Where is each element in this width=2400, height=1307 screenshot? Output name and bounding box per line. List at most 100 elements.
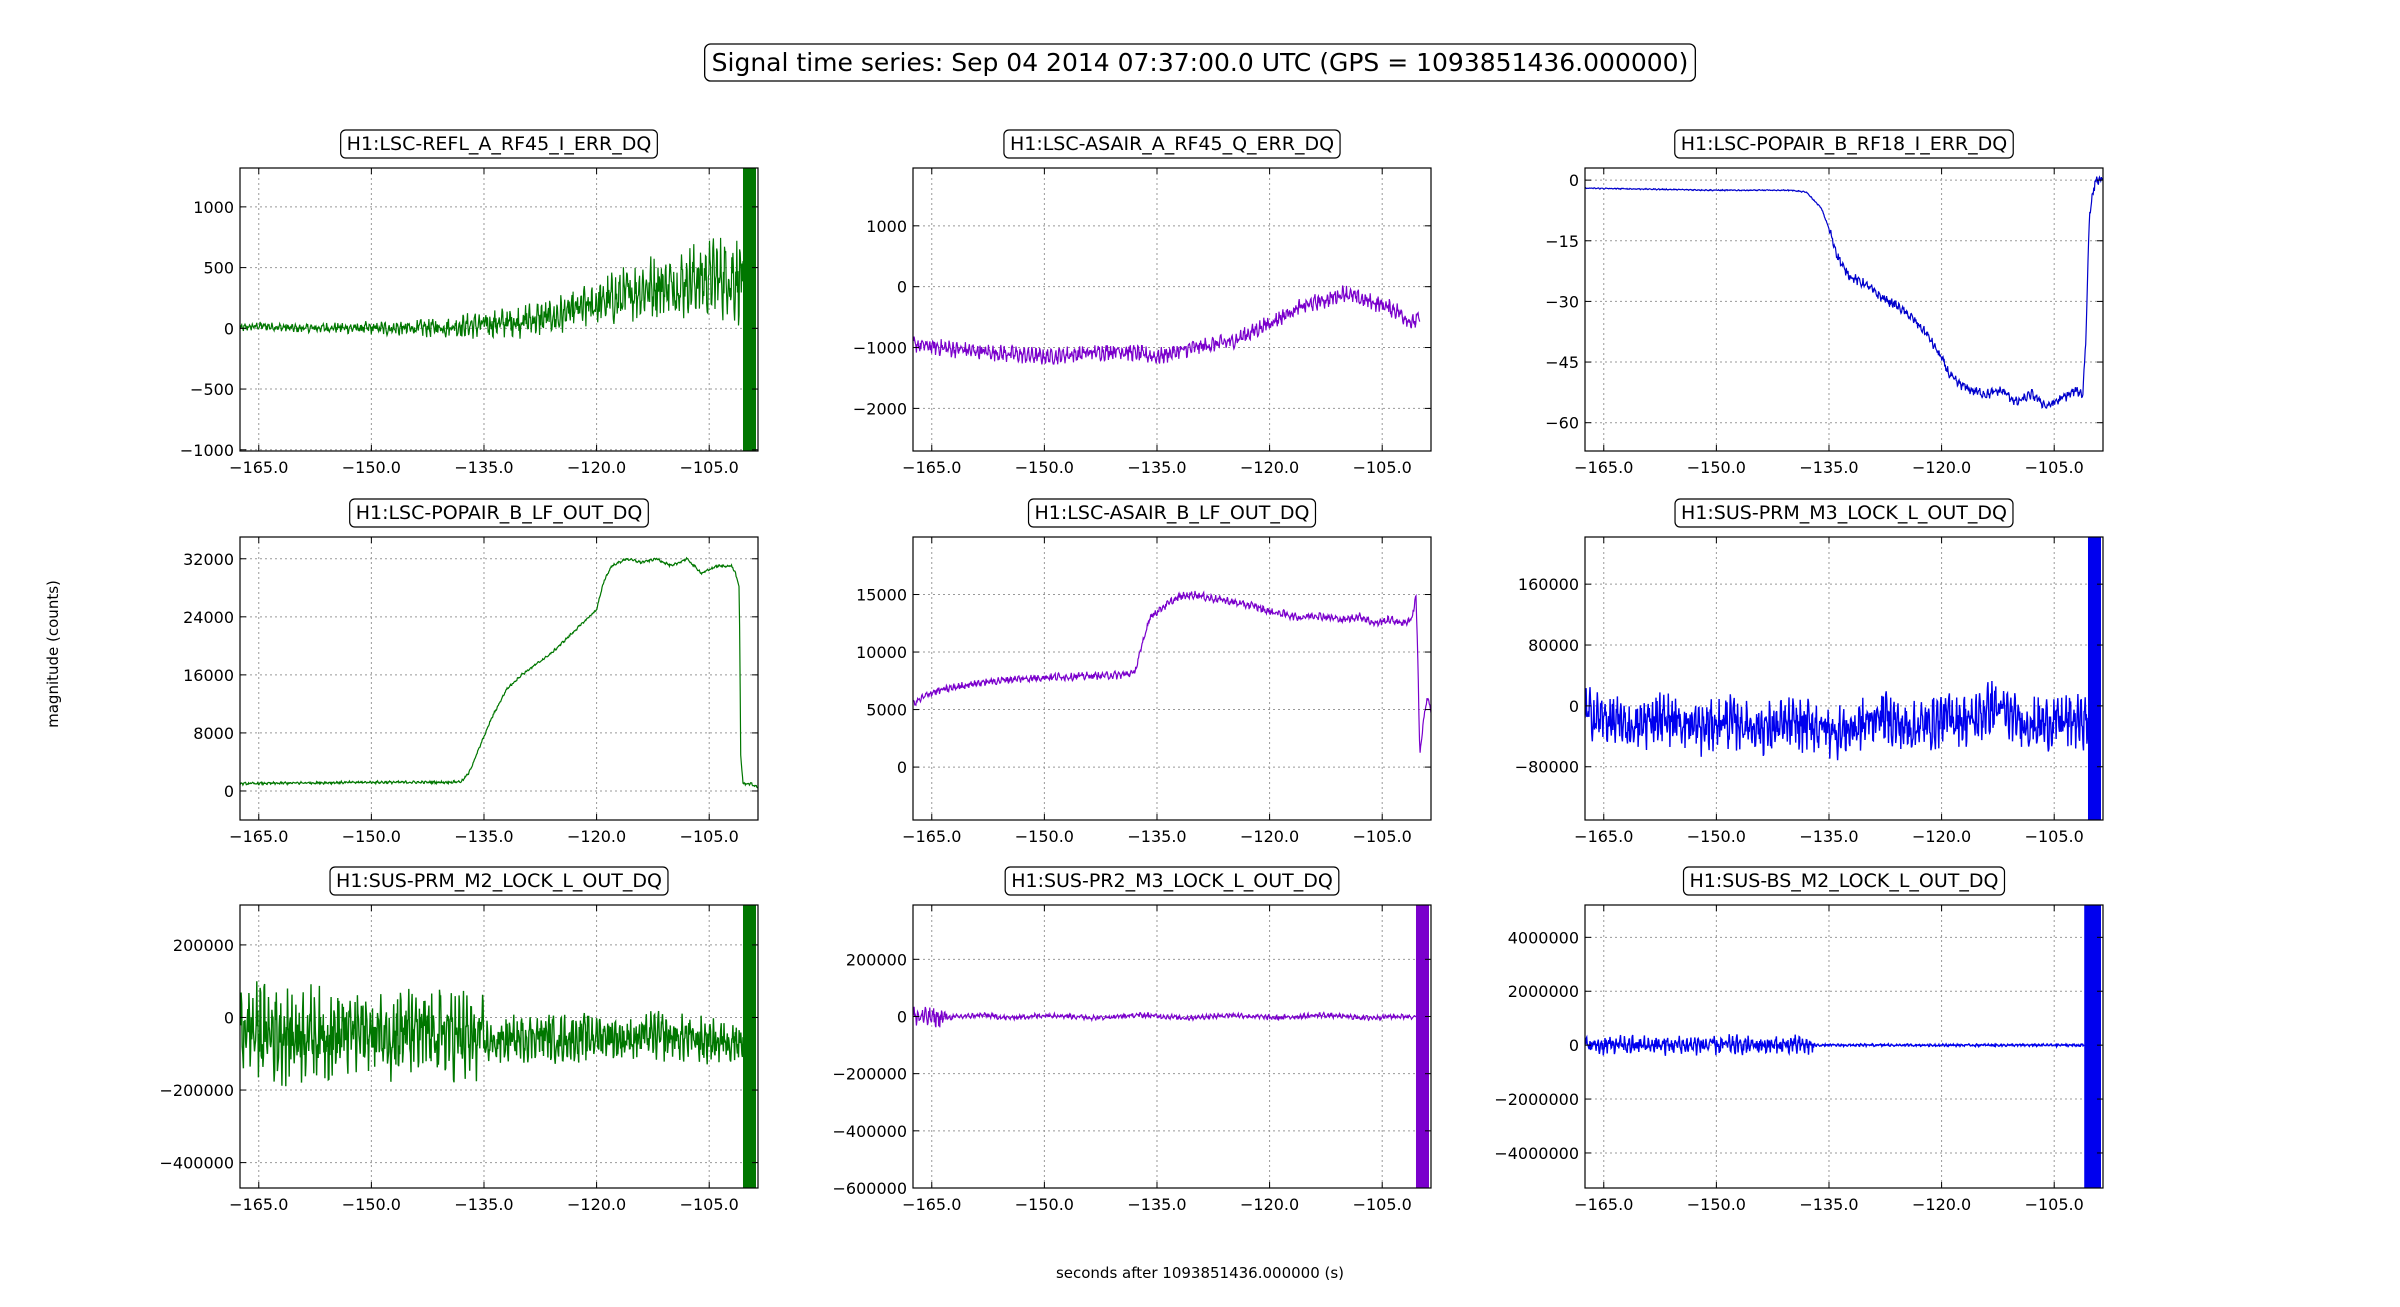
axes-frame [1584, 536, 2104, 821]
x-tick-label: −135.0 [454, 827, 513, 846]
x-tick-label: −150.0 [1015, 1195, 1074, 1214]
x-tick-label: −135.0 [1127, 458, 1186, 477]
x-tick-label: −120.0 [1912, 827, 1971, 846]
chart-panel-5: −165.0 −150.0 −135.0 −120.0 −105.0 0 5000 10000… [856, 498, 1432, 846]
x-tick-label: −120.0 [1912, 1195, 1971, 1214]
y-tick-label: −200000 [833, 1065, 907, 1084]
y-tick-label: 0 [897, 758, 907, 777]
x-tick-label: −135.0 [1127, 1195, 1186, 1214]
y-tick-label: 0 [224, 1008, 234, 1027]
axes-frame [912, 536, 1432, 821]
panel-title-box: H1:LSC-ASAIR_A_RF45_Q_ERR_DQ [1003, 129, 1341, 159]
x-tick-label: −105.0 [2025, 458, 2084, 477]
y-tick-label: −4000000 [1494, 1144, 1579, 1163]
y-tick-label: −200000 [160, 1081, 234, 1100]
axes-frame [239, 536, 759, 821]
chart-panel-2: −165.0 −150.0 −135.0 −120.0 −105.0 −2000 −1000… [853, 129, 1432, 477]
x-tick-label: −150.0 [342, 827, 401, 846]
x-tick-label: −165.0 [1574, 458, 1633, 477]
series-line [913, 285, 1421, 365]
y-tick-label: −80000 [1515, 758, 1579, 777]
panel-title: H1:LSC-REFL_A_RF45_I_ERR_DQ [347, 133, 652, 155]
panel-title-box: H1:SUS-BS_M2_LOCK_L_OUT_DQ [1682, 866, 2006, 896]
y-tick-label: −400000 [833, 1122, 907, 1141]
chart-panel-7: −165.0 −150.0 −135.0 −120.0 −105.0 −400000 −20… [160, 866, 759, 1214]
y-tick-label: −1000 [180, 441, 234, 460]
figure-title: Signal time series: Sep 04 2014 07:37:00… [712, 48, 1689, 77]
grid [913, 168, 1431, 451]
figure-xlabel: seconds after 1093851436.000000 (s) [1056, 1264, 1344, 1282]
y-tick-label: 10000 [856, 643, 907, 662]
x-tick-label: −105.0 [680, 827, 739, 846]
axes-frame [912, 167, 1432, 452]
panel-title: H1:SUS-PRM_M2_LOCK_L_OUT_DQ [336, 870, 662, 892]
series-line [1585, 680, 2089, 761]
x-tick-label: −165.0 [1574, 827, 1633, 846]
series-line [1585, 1034, 2085, 1057]
grid [1585, 168, 2103, 451]
x-tick-label: −120.0 [1240, 1195, 1299, 1214]
panel-title-box: H1:SUS-PRM_M2_LOCK_L_OUT_DQ [329, 866, 669, 896]
x-tick-label: −165.0 [902, 827, 961, 846]
x-tick-label: −165.0 [229, 1195, 288, 1214]
x-tick-label: −165.0 [229, 827, 288, 846]
figure-ylabel: magnitude (counts) [44, 580, 62, 728]
y-tick-label: 8000 [193, 724, 234, 743]
y-tick-label: 0 [224, 782, 234, 801]
panel-title: H1:SUS-BS_M2_LOCK_L_OUT_DQ [1690, 870, 1999, 892]
y-tick-label: −2000000 [1494, 1090, 1579, 1109]
panel-title-box: H1:LSC-POPAIR_B_RF18_I_ERR_DQ [1674, 129, 2014, 159]
chart-panel-3: −165.0 −150.0 −135.0 −120.0 −105.0 −60 −45 −30 −… [1545, 129, 2104, 477]
x-tick-label: −135.0 [1127, 827, 1186, 846]
y-tick-label: −1000 [853, 339, 907, 358]
chart-panel-6: −165.0 −150.0 −135.0 −120.0 −105.0 −80000 0 800… [1515, 498, 2104, 846]
axes-frame [239, 904, 759, 1189]
figure-title-box: Signal time series: Sep 04 2014 07:37:00… [704, 43, 1696, 82]
x-tick-label: −120.0 [1912, 458, 1971, 477]
y-tick-label: −45 [1545, 353, 1579, 372]
x-tick-label: −165.0 [902, 458, 961, 477]
x-tick-label: −135.0 [1799, 827, 1858, 846]
x-tick-label: −120.0 [1240, 458, 1299, 477]
y-tick-label: 24000 [183, 608, 234, 627]
x-tick-label: −120.0 [567, 458, 626, 477]
panel-title: H1:LSC-ASAIR_A_RF45_Q_ERR_DQ [1010, 133, 1334, 155]
saturation-burst [2084, 905, 2101, 1188]
x-tick-label: −135.0 [454, 458, 513, 477]
y-tick-label: 4000000 [1508, 928, 1579, 947]
y-tick-label: −400000 [160, 1154, 234, 1173]
x-tick-label: −150.0 [1687, 827, 1746, 846]
y-tick-label: 200000 [173, 936, 234, 955]
panel-title: H1:LSC-POPAIR_B_RF18_I_ERR_DQ [1681, 133, 2007, 155]
y-tick-label: −500 [190, 380, 234, 399]
series-line [913, 1006, 1417, 1028]
panels: −165.0 −150.0 −135.0 −120.0 −105.0 −1000 −500 0… [160, 129, 2104, 1214]
y-tick-label: 15000 [856, 586, 907, 605]
x-tick-label: −150.0 [342, 458, 401, 477]
grid [240, 537, 758, 820]
y-tick-label: 0 [897, 278, 907, 297]
y-tick-label: −60 [1545, 414, 1579, 433]
x-tick-label: −165.0 [1574, 1195, 1633, 1214]
series-line [240, 237, 744, 340]
y-tick-label: 0 [1569, 171, 1579, 190]
x-tick-label: −120.0 [567, 827, 626, 846]
y-tick-label: 80000 [1528, 636, 1579, 655]
y-tick-label: 0 [1569, 697, 1579, 716]
panel-title-box: H1:LSC-REFL_A_RF45_I_ERR_DQ [340, 129, 658, 159]
x-tick-label: −150.0 [1687, 458, 1746, 477]
panel-title: H1:SUS-PRM_M3_LOCK_L_OUT_DQ [1681, 502, 2007, 524]
saturation-burst [742, 168, 756, 451]
x-tick-label: −105.0 [1353, 1195, 1412, 1214]
x-tick-label: −150.0 [1015, 458, 1074, 477]
x-tick-label: −105.0 [2025, 1195, 2084, 1214]
x-tick-label: −120.0 [1240, 827, 1299, 846]
panel-title-box: H1:LSC-ASAIR_B_LF_OUT_DQ [1027, 498, 1317, 528]
y-tick-label: 0 [224, 319, 234, 338]
y-tick-label: 1000 [866, 217, 907, 236]
y-tick-label: −600000 [833, 1179, 907, 1198]
x-tick-label: −105.0 [2025, 827, 2084, 846]
x-tick-label: −120.0 [567, 1195, 626, 1214]
x-tick-label: −150.0 [1015, 827, 1074, 846]
